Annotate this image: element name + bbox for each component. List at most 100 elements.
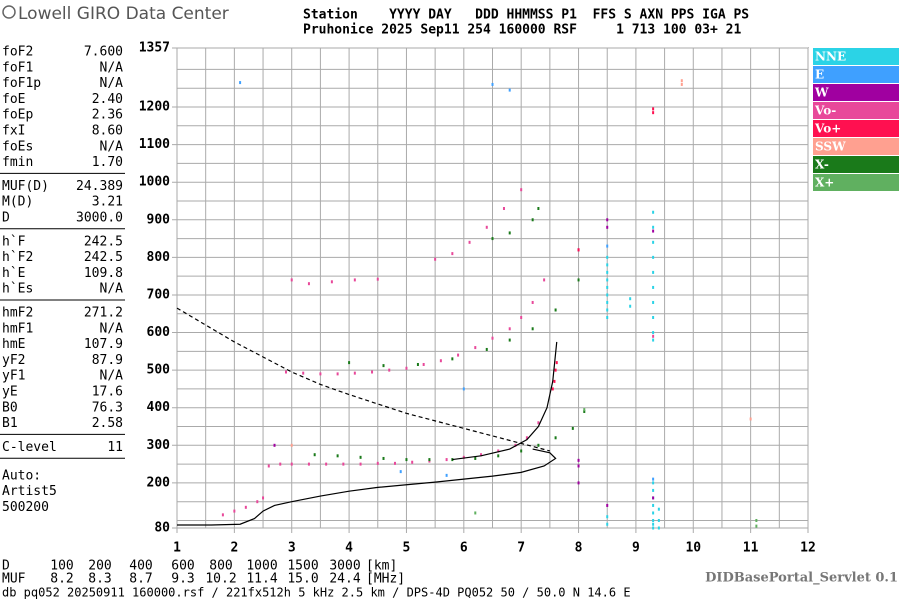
y-tick-label: 1000	[139, 175, 170, 190]
legend-label: Vo+	[814, 122, 841, 136]
echo-point	[353, 371, 356, 375]
y-tick-label: 1357	[139, 41, 170, 56]
legend-swatch	[813, 174, 899, 191]
echo-point	[551, 387, 554, 391]
echo-point	[290, 462, 293, 466]
file-info: db pq052 20250911 160000.rsf / 221fx512h…	[2, 586, 631, 600]
echo-point	[491, 82, 494, 86]
y-tick-label: 500	[147, 363, 171, 378]
echo-point	[554, 436, 557, 440]
param-name: h`Es	[2, 282, 33, 297]
param-name: fxI	[2, 124, 25, 139]
echo-point	[508, 231, 511, 235]
param-name: fmin	[2, 155, 33, 170]
x-tick-label: 4	[345, 541, 353, 556]
footer-value: 8.2	[50, 572, 73, 587]
echo-point	[606, 316, 609, 320]
legend-label: X-	[815, 158, 829, 172]
echo-point	[273, 443, 276, 447]
echo-point	[652, 488, 655, 492]
x-tick-label: 2	[230, 541, 238, 556]
footer-value: 8.7	[129, 572, 152, 587]
echo-point	[474, 511, 477, 515]
echo-point	[405, 458, 408, 462]
echo-point	[336, 372, 339, 376]
echo-point	[405, 366, 408, 370]
echo-point	[606, 225, 609, 229]
echo-point	[577, 278, 580, 282]
echo-point	[531, 300, 534, 304]
echo-point	[680, 79, 683, 83]
echo-point	[652, 496, 655, 500]
echo-point	[428, 458, 431, 462]
echo-point	[652, 210, 655, 214]
brand: Lowell GIRO Data Center	[18, 4, 229, 24]
echo-point	[749, 417, 752, 421]
param-value: 271.2	[84, 306, 123, 321]
header-row: Pruhonice 2025 Sep11 254 160000 RSF 1 71…	[303, 23, 741, 38]
footer-unit: [MHz]	[366, 572, 405, 587]
echo-point	[543, 278, 546, 282]
echo-point	[755, 518, 758, 522]
echo-point	[652, 503, 655, 507]
param-name: B0	[2, 400, 18, 415]
echo-point	[571, 426, 574, 430]
param-name: B1	[2, 416, 18, 431]
profile-curve	[177, 448, 557, 526]
echo-point	[652, 481, 655, 485]
y-tick-label: 1100	[139, 137, 170, 152]
echo-point	[652, 300, 655, 304]
param-value: 1.70	[92, 155, 123, 170]
echo-point	[652, 331, 655, 335]
param-value: 3.21	[92, 195, 123, 210]
echo-point	[262, 496, 265, 500]
echo-point	[491, 237, 494, 241]
param-value: 8.60	[92, 124, 123, 139]
echo-point	[606, 263, 609, 267]
footer-value: 600	[171, 559, 194, 574]
param-name: yF2	[2, 353, 25, 368]
footer-label: MUF	[2, 572, 26, 587]
logo	[2, 5, 16, 19]
echo-point	[497, 449, 500, 453]
param-name: D	[2, 211, 10, 226]
echo-point	[577, 248, 580, 252]
param-value: 87.9	[92, 353, 123, 368]
param-value: N/A	[100, 369, 124, 384]
y-tick-label: 300	[147, 438, 171, 453]
param-value: 107.9	[84, 337, 123, 352]
echo-point	[606, 270, 609, 274]
legend-label: NNE	[815, 50, 846, 64]
echo-point	[416, 362, 419, 366]
echo-point	[474, 346, 477, 350]
echo-point	[434, 257, 437, 261]
x-tick-label: 8	[575, 541, 583, 556]
echo-point	[376, 277, 379, 281]
echo-point	[313, 453, 316, 457]
echo-point	[606, 308, 609, 312]
echo-point	[555, 361, 558, 365]
x-tick-label: 7	[517, 541, 525, 556]
echo-point	[537, 421, 540, 425]
legend-label: E	[815, 68, 824, 82]
echo-point	[319, 372, 322, 376]
auto-text: 500200	[2, 500, 49, 515]
echo-point	[330, 280, 333, 284]
footer-value: 800	[209, 559, 232, 574]
footer-value: 15.0	[287, 572, 318, 587]
echo-point	[606, 300, 609, 304]
footer-value: 10.2	[205, 572, 236, 587]
footer-label: D	[2, 559, 10, 574]
param-value: 242.5	[84, 250, 123, 265]
echo-point	[399, 470, 402, 474]
echo-point	[652, 477, 655, 481]
legend-swatch	[813, 84, 899, 101]
param-value: N/A	[100, 76, 124, 91]
header-row: Station YYYY DAY DDD HHMMSS P1 FFS S AXN…	[303, 8, 749, 23]
x-tick-label: 9	[632, 541, 640, 556]
footer-unit: [km]	[366, 559, 397, 574]
echo-point	[307, 282, 310, 286]
footer-value: 1500	[287, 559, 318, 574]
param-name: yE	[2, 385, 18, 400]
